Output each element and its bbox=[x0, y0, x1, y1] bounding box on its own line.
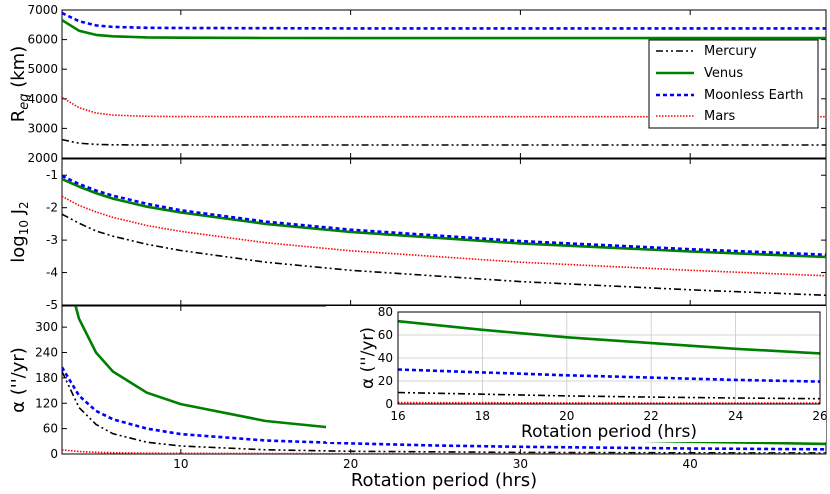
inset-x-axis-label: Rotation period (hrs) bbox=[521, 422, 697, 442]
inset-xtick-label: 18 bbox=[475, 409, 490, 423]
x-tick-label: 40 bbox=[683, 457, 698, 471]
panel-radius: 2000 3000 4000 5000 6000 7000 Req (km) bbox=[8, 3, 827, 165]
x-tick-label: 10 bbox=[173, 457, 188, 471]
alpha-ytick-label: 120 bbox=[35, 396, 58, 410]
x-ticks: 10 20 30 40 bbox=[173, 457, 698, 471]
j2-ytick-label: -3 bbox=[46, 233, 58, 247]
j2-series-mars bbox=[62, 195, 826, 277]
legend-entry-venus: Venus bbox=[656, 66, 743, 81]
inset-series-venus bbox=[398, 319, 820, 355]
j2-series-mercury bbox=[62, 213, 826, 297]
precession-axis-label: α (''/yr) bbox=[8, 347, 29, 413]
inset-background bbox=[326, 306, 826, 442]
req-series-venus bbox=[62, 18, 826, 40]
alpha-ytick-label: 0 bbox=[50, 447, 58, 461]
alpha-ytick-label: 180 bbox=[35, 371, 58, 385]
alpha-ytick-label: 240 bbox=[35, 346, 58, 360]
j2-ticks: -5 -4 -3 -2 -1 bbox=[46, 159, 826, 312]
j2-series bbox=[62, 174, 826, 297]
req-ytick-label: 5000 bbox=[27, 62, 58, 76]
j2-ytick-label: -5 bbox=[46, 298, 58, 312]
legend-label-mars: Mars bbox=[704, 109, 736, 124]
inset-xtick-label: 24 bbox=[728, 409, 743, 423]
inset-ytick-label: 80 bbox=[378, 305, 393, 319]
req-ytick-label: 4000 bbox=[27, 92, 58, 106]
req-ytick-label: 7000 bbox=[27, 3, 58, 17]
inset-ytick-label: 20 bbox=[378, 374, 393, 388]
inset-ytick-label: 60 bbox=[378, 328, 393, 342]
alpha-ytick-label: 60 bbox=[43, 422, 58, 436]
inset-ticks: 16 18 20 22 24 26 0 20 40 60 80 bbox=[378, 305, 828, 423]
j2-ytick-label: -1 bbox=[46, 168, 58, 182]
inset-ytick-label: 0 bbox=[385, 397, 393, 411]
inset-xtick-label: 26 bbox=[812, 409, 827, 423]
j2-ytick-label: -2 bbox=[46, 201, 58, 215]
j2-series-moonless-earth bbox=[62, 174, 826, 256]
inset-xtick-label: 16 bbox=[390, 409, 405, 423]
legend-entry-mercury: Mercury bbox=[656, 44, 757, 59]
req-series-mercury bbox=[62, 138, 826, 146]
x-tick-label: 30 bbox=[513, 457, 528, 471]
alpha-series-moonless-earth bbox=[62, 366, 826, 451]
alpha-ytick-label: 300 bbox=[35, 320, 58, 334]
panel-j2: -5 -4 -3 -2 -1 log10 J2 bbox=[8, 158, 827, 312]
legend-label-mercury: Mercury bbox=[704, 44, 757, 59]
radius-axis-label: Req (km) bbox=[8, 46, 32, 123]
req-ytick-label: 3000 bbox=[27, 121, 58, 135]
inset-xtick-label: 20 bbox=[559, 409, 574, 423]
j2-ytick-label: -4 bbox=[46, 266, 58, 280]
panel-j2-frame bbox=[61, 158, 827, 306]
inset-series bbox=[398, 319, 820, 404]
legend: Mercury Venus Moonless Earth Mars bbox=[648, 39, 819, 129]
alpha-series-mercury bbox=[62, 371, 826, 454]
j2-axis-label: log10 J2 bbox=[8, 201, 31, 262]
legend-entry-mars: Mars bbox=[656, 109, 736, 124]
radius-ticks: 2000 3000 4000 5000 6000 7000 bbox=[27, 3, 826, 165]
legend-entry-moonless-earth: Moonless Earth bbox=[656, 88, 804, 103]
alpha-series-mars bbox=[62, 449, 826, 454]
x-axis-label: Rotation period (hrs) bbox=[351, 470, 537, 491]
inset-chart: 16 18 20 22 24 26 0 20 40 60 80 α (''/yr) Rotation… bbox=[326, 305, 828, 442]
inset-xtick-label: 22 bbox=[644, 409, 659, 423]
legend-box bbox=[648, 39, 819, 129]
inset-series-mars bbox=[398, 401, 820, 404]
inset-ytick-label: 40 bbox=[378, 351, 393, 365]
legend-label-moonless-earth: Moonless Earth bbox=[704, 88, 804, 103]
inset-frame bbox=[397, 311, 821, 405]
inset-y-axis-label: α (''/yr) bbox=[358, 327, 378, 389]
inset-series-moonless-earth bbox=[398, 368, 820, 383]
inset-series-mercury bbox=[398, 391, 820, 400]
radius-series bbox=[62, 11, 826, 146]
panel-radius-frame bbox=[61, 9, 827, 159]
req-ytick-label: 2000 bbox=[27, 151, 58, 165]
req-ytick-label: 6000 bbox=[27, 33, 58, 47]
x-tick-label: 20 bbox=[343, 457, 358, 471]
req-series-moonless-earth bbox=[62, 11, 826, 30]
j2-series-venus bbox=[62, 177, 826, 259]
legend-label-venus: Venus bbox=[704, 66, 743, 81]
